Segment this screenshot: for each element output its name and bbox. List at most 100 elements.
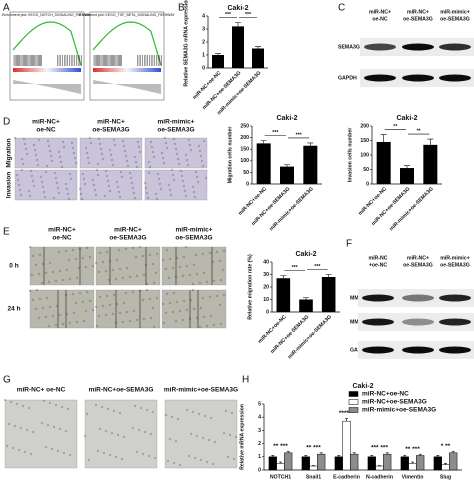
cell bbox=[152, 325, 156, 329]
y-tick-label: 150 bbox=[360, 138, 369, 144]
blot-row-label: GAPDH bbox=[338, 75, 357, 81]
cell bbox=[84, 146, 88, 150]
cell bbox=[185, 264, 189, 268]
cell bbox=[191, 288, 195, 292]
cell bbox=[153, 456, 157, 460]
cell bbox=[164, 267, 168, 271]
y-tick-label: 0 bbox=[246, 181, 249, 187]
cell bbox=[213, 440, 217, 444]
micrograph bbox=[4, 399, 78, 469]
error-bar bbox=[451, 451, 455, 453]
cell bbox=[128, 319, 132, 323]
y-tick-label: 2 bbox=[202, 39, 205, 45]
cell bbox=[178, 265, 182, 269]
cell bbox=[13, 136, 17, 140]
cell bbox=[135, 450, 139, 454]
cell bbox=[115, 258, 119, 262]
error-bar bbox=[380, 134, 387, 142]
error-bar bbox=[378, 465, 381, 467]
cell bbox=[111, 312, 115, 316]
cell bbox=[64, 429, 68, 433]
cell bbox=[132, 191, 136, 195]
cell bbox=[61, 140, 65, 144]
cell bbox=[145, 288, 149, 292]
cell bbox=[207, 438, 211, 442]
bar bbox=[303, 145, 318, 184]
bar bbox=[342, 420, 351, 471]
cell bbox=[36, 163, 40, 167]
legend-swatch bbox=[348, 407, 359, 413]
cell bbox=[64, 182, 68, 186]
cell bbox=[35, 158, 39, 162]
cell bbox=[176, 157, 180, 161]
blot-column-label: miR-NC+ bbox=[369, 9, 391, 15]
cell bbox=[194, 170, 198, 174]
bar bbox=[268, 456, 277, 471]
column-label: miR-NC+ bbox=[32, 119, 60, 126]
blot-column-label: oe-NC bbox=[372, 16, 388, 22]
cell bbox=[181, 318, 185, 322]
cell bbox=[110, 431, 114, 435]
cell bbox=[224, 409, 228, 413]
cell bbox=[75, 320, 79, 324]
chart-title: Caki-2 bbox=[295, 251, 316, 258]
cell bbox=[143, 430, 147, 434]
cell bbox=[215, 294, 219, 298]
chart-title: Caki-2 bbox=[352, 383, 373, 390]
cell bbox=[185, 158, 189, 162]
cell bbox=[55, 181, 59, 185]
cell bbox=[65, 268, 69, 272]
panel-letter: D bbox=[3, 117, 10, 128]
cell bbox=[100, 152, 104, 156]
significance-label: ** bbox=[417, 128, 422, 134]
error-bar bbox=[404, 165, 410, 169]
cell bbox=[195, 316, 199, 320]
cell bbox=[151, 262, 155, 266]
error-bar bbox=[271, 455, 275, 457]
cell bbox=[67, 197, 71, 201]
cell bbox=[131, 426, 135, 430]
cell bbox=[197, 144, 201, 148]
cell bbox=[61, 322, 65, 326]
cell bbox=[133, 404, 137, 408]
cell bbox=[222, 293, 226, 297]
cell bbox=[221, 268, 225, 272]
cell bbox=[175, 256, 179, 260]
cell bbox=[144, 186, 148, 190]
cell bbox=[142, 273, 146, 277]
cell bbox=[168, 188, 172, 192]
cell bbox=[154, 271, 158, 275]
cell bbox=[131, 246, 135, 250]
cell bbox=[115, 180, 119, 184]
cell bbox=[162, 161, 166, 165]
y-tick-label: 100 bbox=[360, 152, 369, 158]
cell bbox=[15, 402, 19, 406]
cell bbox=[7, 422, 11, 426]
panel-letter: F bbox=[346, 239, 352, 250]
y-tick-label: 4 bbox=[202, 13, 205, 19]
cell bbox=[48, 149, 52, 153]
cell bbox=[105, 294, 109, 298]
cell bbox=[68, 453, 72, 457]
bar bbox=[276, 278, 291, 312]
cell bbox=[38, 297, 42, 301]
cell bbox=[87, 161, 91, 165]
cell bbox=[174, 147, 178, 151]
y-tick-label: 200 bbox=[360, 123, 369, 129]
cell bbox=[106, 407, 110, 411]
cell bbox=[60, 405, 64, 409]
cell bbox=[82, 319, 86, 323]
cell bbox=[44, 170, 48, 174]
micrograph bbox=[79, 169, 143, 201]
cell bbox=[48, 261, 52, 265]
cell bbox=[32, 184, 36, 188]
cell bbox=[182, 255, 186, 259]
blot-row-label: SEMA3G bbox=[338, 44, 360, 50]
error-bar bbox=[385, 452, 389, 455]
cell bbox=[172, 291, 176, 295]
cell bbox=[98, 251, 102, 255]
cell bbox=[184, 194, 188, 198]
cell bbox=[89, 141, 93, 145]
cell bbox=[147, 160, 151, 164]
cell bbox=[230, 411, 234, 415]
